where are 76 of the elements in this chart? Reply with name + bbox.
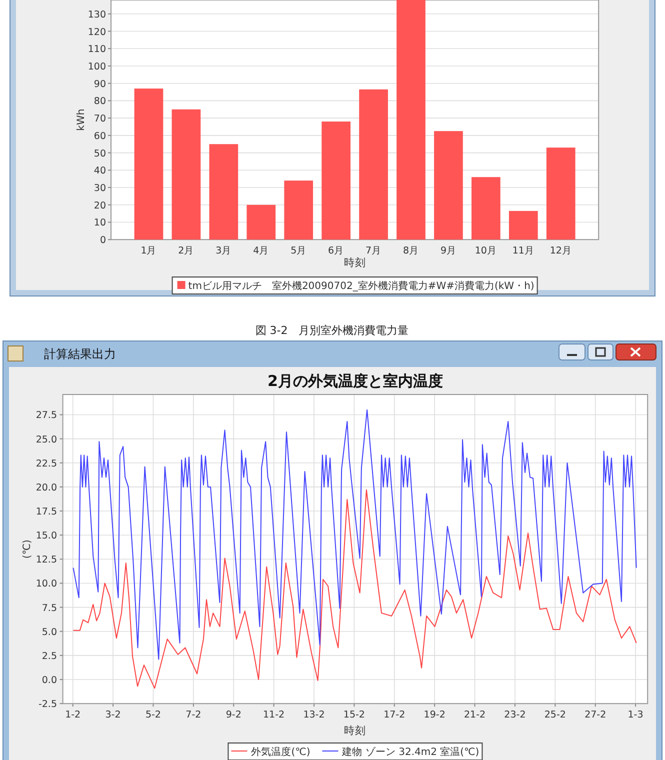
x-tick-label: 7-2	[186, 710, 202, 721]
x-tick-label: 5-2	[145, 710, 161, 721]
bar	[134, 88, 164, 240]
y-tick-label: 60	[94, 130, 106, 142]
y-tick-label: 70	[94, 114, 106, 125]
x-tick-label: 3-2	[105, 710, 121, 721]
y-tick-label: 110	[88, 44, 106, 56]
x-axis-title: 時刻	[344, 724, 366, 737]
y-tick-label: 2.5	[42, 650, 57, 662]
x-tick-label: 9-2	[226, 710, 242, 721]
x-tick-label: 19-2	[424, 710, 446, 721]
bar	[472, 177, 500, 240]
chart-title: 2月の外気温度と室内温度	[267, 372, 443, 390]
bar	[434, 131, 463, 240]
x-tick-label: 25-2	[544, 710, 566, 721]
x-tick-label: 23-2	[504, 710, 526, 721]
legend-label: tmビル用マルチ 室外機20090702_室外機消費電力#W#消費電力(kW・h)	[188, 280, 534, 292]
y-tick-label: 100	[88, 61, 106, 72]
x-tick-label: 2月	[178, 246, 194, 257]
bar	[546, 148, 576, 240]
legend-label: 建物 ゾーン 32.4m2 室温(℃)	[341, 746, 480, 758]
x-tick-label: 11-2	[263, 710, 285, 721]
x-tick-label: 21-2	[464, 710, 486, 721]
y-tick-label: 10.0	[36, 578, 57, 590]
x-tick-label: 12月	[550, 246, 572, 257]
y-tick-label: 5.0	[42, 626, 57, 638]
y-tick-label: 22.5	[36, 458, 57, 470]
x-tick-label: 10月	[474, 246, 497, 257]
y-tick-label: 12.5	[36, 554, 57, 566]
x-tick-label: 17-2	[384, 710, 406, 721]
bar	[246, 204, 276, 240]
bar	[322, 122, 350, 240]
bar	[284, 180, 314, 240]
y-tick-label: 120	[88, 26, 106, 38]
y-tick-label: 20	[94, 200, 106, 212]
y-tick-label: 15.0	[36, 530, 57, 542]
y-tick-label: 50	[94, 148, 106, 160]
x-tick-label: 1-3	[628, 710, 644, 721]
y-tick-label: 25.0	[36, 434, 57, 446]
legend-label: 外気温度(℃)	[251, 746, 310, 758]
x-tick-label: 9月	[440, 246, 456, 257]
x-tick-label: 7月	[366, 246, 382, 257]
bar	[359, 89, 388, 240]
x-axis-title: 時刻	[344, 256, 366, 269]
y-tick-label: 80	[94, 96, 106, 108]
y-tick-label: 27.5	[36, 410, 57, 422]
x-tick-label: 13-2	[303, 710, 325, 721]
text: 計算結果出力	[44, 347, 116, 361]
y-tick-label: 0.0	[42, 675, 57, 686]
x-tick-label: 1-2	[65, 710, 81, 721]
x-tick-label: 27-2	[584, 710, 606, 721]
x-tick-label: 11月	[512, 246, 534, 257]
x-tick-label: 4月	[253, 246, 270, 257]
bar	[172, 109, 201, 240]
x-tick-label: 15-2	[343, 710, 365, 721]
x-tick-label: 3月	[216, 246, 232, 257]
y-tick-label: 90	[94, 78, 106, 90]
y-tick-label: 7.5	[42, 602, 57, 614]
y-tick-label: 130	[88, 9, 106, 20]
y-tick-label: 20.0	[36, 482, 57, 494]
y-tick-label: -2.5	[38, 699, 57, 710]
x-tick-label: 5月	[290, 246, 307, 257]
bar	[209, 144, 238, 240]
y-axis-title: (℃)	[22, 539, 33, 559]
x-tick-label: 1月	[140, 246, 157, 257]
y-tick-label: 0	[100, 235, 106, 246]
bar	[396, 0, 426, 240]
y-tick-label: 17.5	[36, 506, 57, 518]
x-tick-label: 6月	[328, 246, 344, 257]
y-tick-label: 30	[94, 183, 106, 194]
y-tick-label: 40	[94, 166, 106, 177]
y-axis-title: kWh	[76, 108, 87, 131]
y-tick-label: 10	[94, 218, 106, 229]
caption: 図 3-2 月別室外機消費電力量	[255, 324, 409, 337]
x-tick-label: 8月	[402, 246, 420, 257]
bar	[508, 210, 538, 240]
